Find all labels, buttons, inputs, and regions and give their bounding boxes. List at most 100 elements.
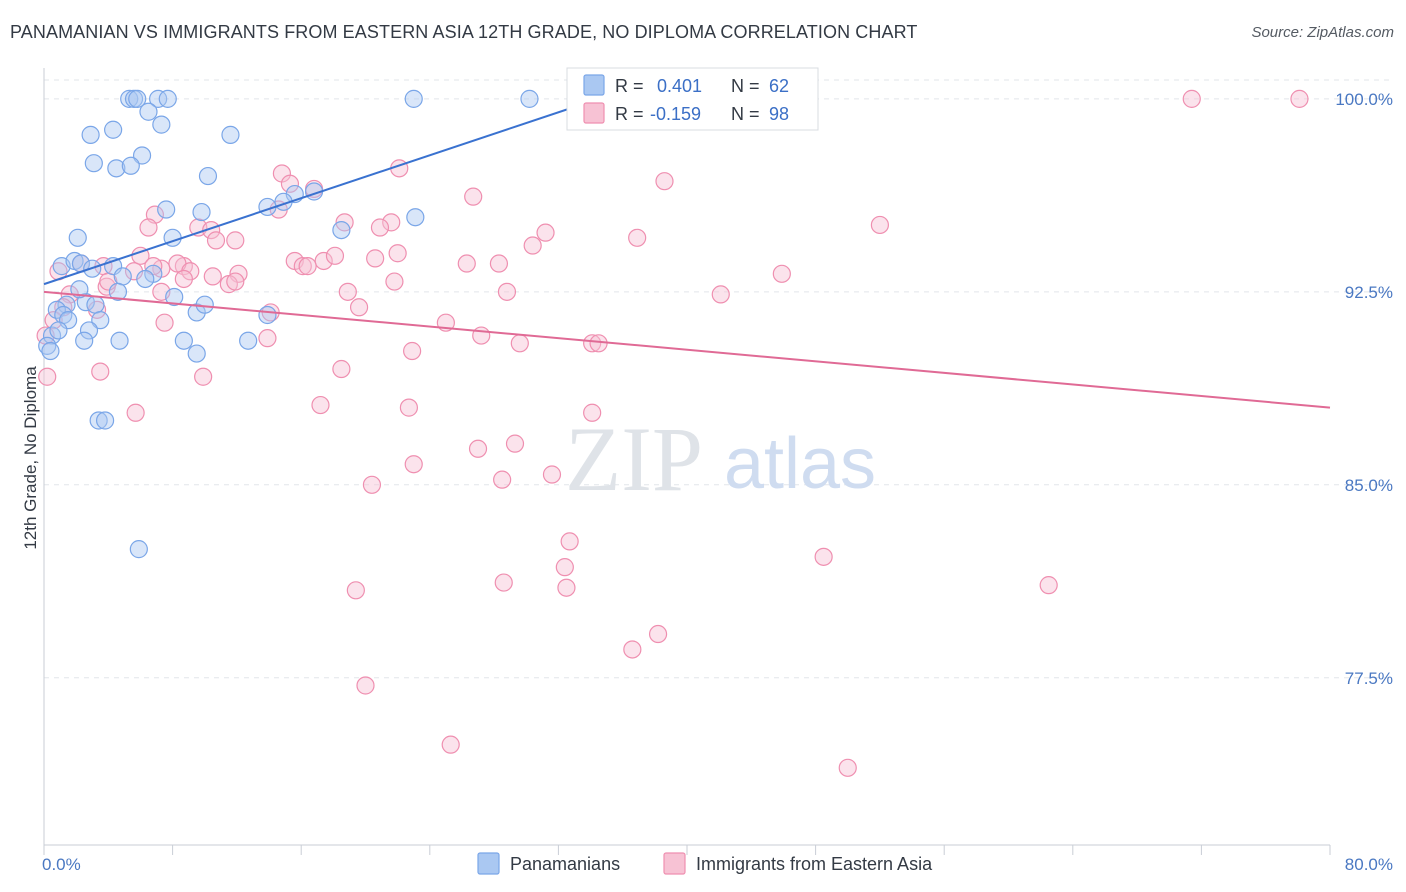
legend-swatch-panamanians <box>477 852 500 875</box>
data-point <box>110 331 129 350</box>
watermark-atlas: atlas <box>724 424 876 504</box>
data-point <box>505 434 525 453</box>
data-point <box>139 218 158 237</box>
data-point <box>195 295 214 314</box>
data-point <box>311 395 330 415</box>
data-point <box>107 159 126 178</box>
y-tick-label: 100.0% <box>1335 90 1393 109</box>
data-point <box>70 280 89 299</box>
data-point <box>75 331 94 350</box>
stats-legend-n-value: 62 <box>769 76 789 96</box>
data-point <box>468 439 488 458</box>
data-point <box>132 146 152 165</box>
data-point <box>370 218 390 237</box>
data-point <box>131 246 150 265</box>
data-point <box>441 735 460 754</box>
watermark: ZIP atlas <box>565 408 876 510</box>
data-point <box>325 246 345 265</box>
data-point <box>165 287 184 307</box>
data-point <box>655 172 674 191</box>
data-point <box>206 231 226 250</box>
data-point <box>91 311 110 330</box>
data-point <box>464 187 483 206</box>
stats-legend-r-label: R = <box>615 76 644 96</box>
data-point <box>38 336 57 355</box>
data-point <box>520 89 539 108</box>
data-point <box>814 547 833 566</box>
data-point <box>628 228 647 247</box>
data-point <box>314 251 333 271</box>
y-tick-labels: 77.5% 85.0% 92.5% 100.0% <box>1335 90 1393 688</box>
legend-label-immigrants-eastern-asia: Immigrants from Eastern Asia <box>696 854 933 874</box>
data-point <box>89 411 108 430</box>
data-point <box>280 174 300 193</box>
data-point <box>346 581 365 600</box>
data-point <box>84 154 103 173</box>
data-point <box>388 244 407 263</box>
data-point <box>198 166 218 186</box>
data-point <box>221 125 240 144</box>
data-point <box>338 282 357 301</box>
y-tick-label: 85.0% <box>1345 476 1393 495</box>
data-point <box>144 257 163 276</box>
data-point <box>472 326 491 345</box>
data-point <box>192 202 211 222</box>
trend-line-immigrants-eastern-asia <box>43 290 1331 409</box>
data-point <box>489 254 509 273</box>
data-point <box>68 228 87 247</box>
trend-lines <box>43 97 1331 409</box>
data-point <box>187 344 206 363</box>
data-point <box>1290 89 1309 108</box>
data-point <box>86 295 105 314</box>
data-point <box>332 359 351 379</box>
data-point <box>194 367 213 386</box>
data-point <box>129 540 148 559</box>
data-point <box>623 640 642 659</box>
y-tick-label: 92.5% <box>1345 283 1393 302</box>
data-point <box>510 334 529 353</box>
stats-legend-swatch-pink <box>583 102 605 124</box>
data-point <box>385 272 404 291</box>
data-point <box>226 231 245 250</box>
stats-legend-n-value: 98 <box>769 104 789 124</box>
data-point <box>155 313 174 332</box>
data-point <box>113 267 132 286</box>
data-point <box>226 272 245 291</box>
chart-title: PANAMANIAN VS IMMIGRANTS FROM EASTERN AS… <box>10 22 918 42</box>
data-point <box>174 269 193 289</box>
stats-legend-r-value: -0.159 <box>650 104 701 124</box>
data-point <box>298 257 317 276</box>
data-point <box>382 213 401 232</box>
data-point <box>239 331 258 350</box>
stats-legend-n-label: N = <box>731 104 760 124</box>
stats-legend-n-label: N = <box>731 76 760 96</box>
axes <box>43 68 1331 855</box>
data-point <box>497 282 517 301</box>
data-point <box>174 331 193 350</box>
data-point <box>49 321 68 340</box>
data-point <box>557 578 576 597</box>
data-point <box>648 624 668 644</box>
data-point <box>126 403 145 422</box>
data-point <box>258 305 277 325</box>
data-point <box>870 215 890 235</box>
data-point <box>1039 576 1058 595</box>
data-point <box>44 311 63 330</box>
stats-legend: R = 0.401 N = 62 R = -0.159 N = 98 <box>566 67 819 131</box>
data-point <box>583 403 602 422</box>
data-point <box>81 125 100 144</box>
data-point <box>523 236 542 255</box>
data-point <box>494 573 513 592</box>
watermark-zip: ZIP <box>565 408 703 510</box>
data-point <box>406 208 425 227</box>
data-point <box>838 758 857 777</box>
data-point <box>542 465 562 484</box>
data-point <box>149 89 168 108</box>
data-point <box>79 321 99 340</box>
stats-legend-r-value: 0.401 <box>657 76 702 96</box>
data-point <box>493 470 512 489</box>
data-point <box>152 115 171 134</box>
data-point <box>91 362 110 381</box>
data-point <box>41 341 60 361</box>
bottom-legend: Panamanians Immigrants from Eastern Asia <box>477 852 933 875</box>
